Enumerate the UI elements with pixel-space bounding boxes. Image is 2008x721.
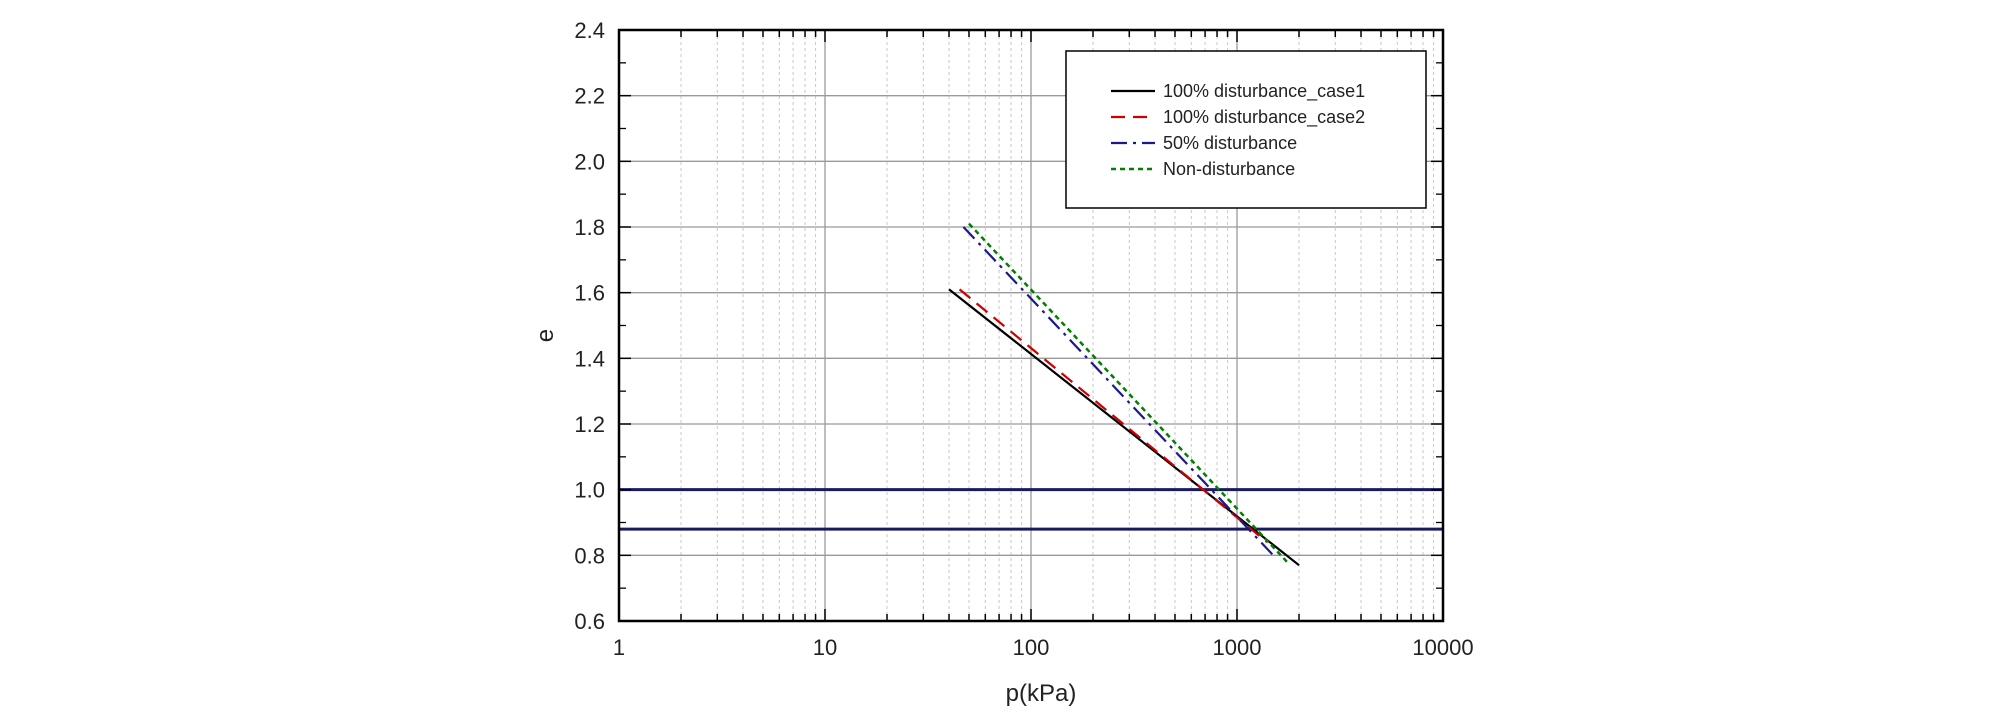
legend-label: Non-disturbance bbox=[1163, 159, 1295, 179]
y-tick-label: 2.4 bbox=[574, 18, 605, 43]
y-tick-label: 0.6 bbox=[574, 609, 605, 634]
legend-box bbox=[1065, 50, 1427, 209]
y-tick-label: 2.0 bbox=[574, 149, 605, 174]
y-tick-label: 1.4 bbox=[574, 346, 605, 371]
legend-label: 100% disturbance_case1 bbox=[1163, 81, 1365, 102]
series-line-4 bbox=[968, 222, 1288, 563]
legend-label: 100% disturbance_case2 bbox=[1163, 107, 1365, 128]
y-tick-label: 1.2 bbox=[574, 412, 605, 437]
series-line-3 bbox=[962, 226, 1275, 557]
y-axis-label: e bbox=[532, 329, 559, 342]
x-tick-label: 1000 bbox=[1213, 635, 1262, 660]
series-line-2 bbox=[958, 288, 1268, 544]
y-tick-label: 1.8 bbox=[574, 215, 605, 240]
series-line-1 bbox=[948, 288, 1300, 567]
reference-lines bbox=[619, 488, 1443, 531]
y-tick-label: 1.0 bbox=[574, 478, 605, 503]
y-tick-label: 2.2 bbox=[574, 84, 605, 109]
grid bbox=[619, 30, 1443, 621]
x-tick-label: 10 bbox=[813, 635, 837, 660]
x-tick-label: 100 bbox=[1013, 635, 1050, 660]
series-lines bbox=[948, 222, 1300, 567]
y-tick-label: 0.8 bbox=[574, 543, 605, 568]
x-tick-label: 1 bbox=[613, 635, 625, 660]
tick-labels: 0.6 0.8 1.0 1.2 1.4 1.6 1.8 2.0 2.2 2.4 1 10 100 1000… bbox=[574, 18, 1473, 660]
legend: 100% disturbance_case1 100% disturbance_c… bbox=[1065, 50, 1427, 209]
axis-ticks bbox=[618, 29, 1444, 622]
x-axis-label: p(kPa) bbox=[1006, 680, 1077, 707]
x-tick-label: 10000 bbox=[1412, 635, 1473, 660]
legend-label: 50% disturbance bbox=[1163, 133, 1297, 153]
y-tick-label: 1.6 bbox=[574, 281, 605, 306]
